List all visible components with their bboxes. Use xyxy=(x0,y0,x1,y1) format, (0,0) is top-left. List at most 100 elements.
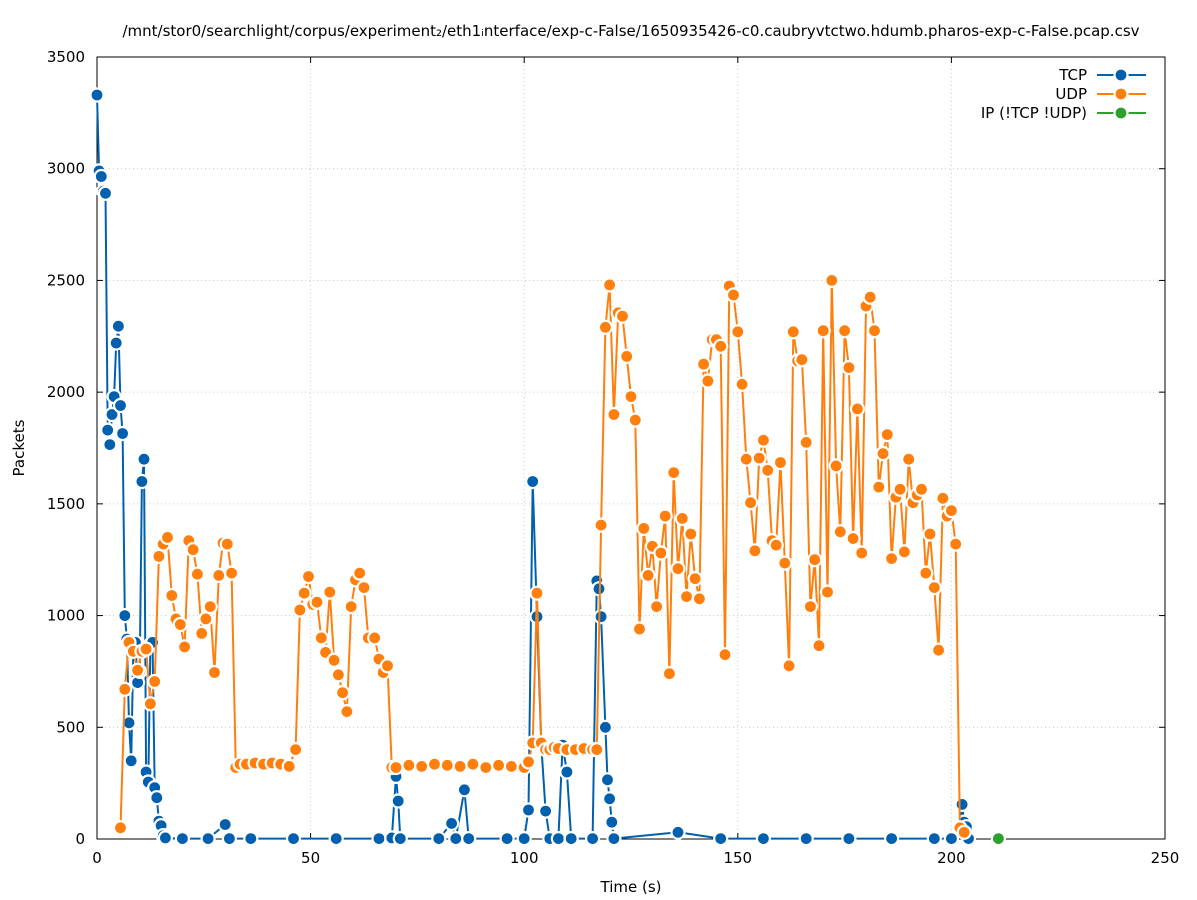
data-point-udp xyxy=(924,528,937,541)
data-point-udp xyxy=(693,592,706,605)
data-point-tcp xyxy=(112,320,125,333)
legend-marker-tcp xyxy=(1115,69,1128,82)
y-tick-label: 2000 xyxy=(47,383,85,401)
data-point-tcp xyxy=(135,475,148,488)
data-point-udp xyxy=(932,644,945,657)
data-point-udp xyxy=(616,310,629,323)
data-point-udp xyxy=(701,375,714,388)
data-point-tcp xyxy=(445,817,458,830)
data-point-udp xyxy=(770,539,783,552)
data-point-udp xyxy=(625,390,638,403)
data-point-udp xyxy=(161,531,174,544)
data-point-udp xyxy=(114,821,127,834)
data-point-udp xyxy=(336,686,349,699)
data-point-udp xyxy=(842,361,855,374)
data-point-tcp xyxy=(800,832,813,845)
data-point-tcp xyxy=(125,754,138,767)
data-point-udp xyxy=(817,324,830,337)
data-point-tcp xyxy=(244,832,257,845)
data-point-udp xyxy=(753,452,766,465)
data-point-udp xyxy=(345,600,358,613)
data-point-tcp xyxy=(522,804,535,817)
data-point-tcp xyxy=(202,832,215,845)
data-point-tcp xyxy=(599,721,612,734)
data-point-tcp xyxy=(601,773,614,786)
data-point-udp xyxy=(595,519,608,532)
x-tick-label: 150 xyxy=(723,849,752,867)
data-point-udp xyxy=(727,289,740,302)
data-point-tcp xyxy=(392,795,405,808)
data-point-udp xyxy=(834,525,847,538)
data-point-udp xyxy=(761,464,774,477)
data-point-tcp xyxy=(518,832,531,845)
data-point-udp xyxy=(731,325,744,338)
data-point-udp xyxy=(945,504,958,517)
data-point-udp xyxy=(332,668,345,681)
data-point-tcp xyxy=(101,424,114,437)
data-point-udp xyxy=(637,522,650,535)
data-point-udp xyxy=(650,600,663,613)
data-point-tcp xyxy=(672,826,685,839)
legend-item-ip-tcp-udp: IP (!TCP !UDP) xyxy=(981,104,1146,122)
data-point-udp xyxy=(165,589,178,602)
data-point-tcp xyxy=(373,832,386,845)
data-point-udp xyxy=(390,761,403,774)
data-point-udp xyxy=(328,654,341,667)
y-tick-label: 500 xyxy=(56,718,85,736)
data-point-udp xyxy=(774,456,787,469)
data-point-udp xyxy=(757,434,770,447)
data-point-tcp xyxy=(842,832,855,845)
data-point-udp xyxy=(607,408,620,421)
data-point-udp xyxy=(225,567,238,580)
data-point-tcp xyxy=(95,170,108,183)
data-point-tcp xyxy=(176,832,189,845)
data-point-udp xyxy=(915,483,928,496)
data-point-udp xyxy=(131,664,144,677)
data-point-tcp xyxy=(116,427,129,440)
data-point-udp xyxy=(152,550,165,563)
data-point-udp xyxy=(740,453,753,466)
data-point-udp xyxy=(492,759,505,772)
data-point-udp xyxy=(787,325,800,338)
data-point-udp xyxy=(208,666,221,679)
chart-title: /mnt/stor0/searchlight/corpus/experiment… xyxy=(122,22,1139,40)
data-point-tcp xyxy=(114,399,127,412)
x-tick-label: 200 xyxy=(937,849,966,867)
data-point-udp xyxy=(672,562,685,575)
data-point-udp xyxy=(323,586,336,599)
data-point-udp xyxy=(885,552,898,565)
data-point-udp xyxy=(212,569,225,582)
x-tick-label: 100 xyxy=(510,849,539,867)
data-point-tcp xyxy=(462,832,475,845)
data-point-tcp xyxy=(159,831,172,844)
data-point-tcp xyxy=(99,187,112,200)
data-point-udp xyxy=(949,538,962,551)
data-point-udp xyxy=(659,510,672,523)
data-point-udp xyxy=(902,453,915,466)
data-point-udp xyxy=(505,760,518,773)
data-point-tcp xyxy=(539,805,552,818)
data-point-udp xyxy=(178,640,191,653)
data-point-udp xyxy=(919,567,932,580)
data-point-tcp xyxy=(91,89,104,102)
data-point-udp xyxy=(199,612,212,625)
x-tick-label: 0 xyxy=(92,849,102,867)
data-point-tcp xyxy=(287,832,300,845)
data-point-tcp xyxy=(501,832,514,845)
y-axis-label: Packets xyxy=(10,419,28,476)
legend-label-tcp: TCP xyxy=(1058,66,1087,84)
data-point-udp xyxy=(140,643,153,656)
data-point-udp xyxy=(522,755,535,768)
data-point-udp xyxy=(454,760,467,773)
data-point-udp xyxy=(381,659,394,672)
data-point-udp xyxy=(813,639,826,652)
data-point-udp xyxy=(667,466,680,479)
data-point-udp xyxy=(663,667,676,680)
data-point-udp xyxy=(289,743,302,756)
data-point-udp xyxy=(402,759,415,772)
data-point-udp xyxy=(195,627,208,640)
data-point-udp xyxy=(187,543,200,556)
data-point-tcp xyxy=(138,453,151,466)
